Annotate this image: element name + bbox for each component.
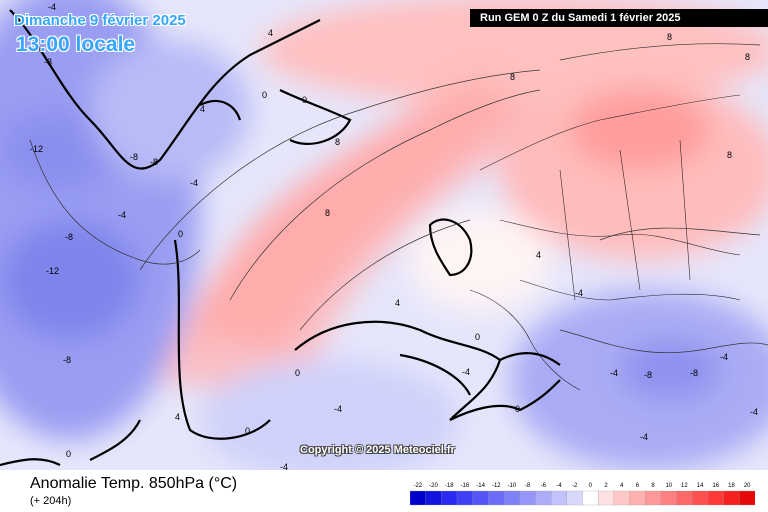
contour-label: 4: [200, 104, 205, 114]
contour-label: -4: [750, 407, 758, 417]
legend-color-swatch: [441, 490, 458, 506]
color-scale-legend: -22 -20 -18 -16 -14 -12 -10 -8 -6 -4 -2 0 2 4 6 8 10 12 14…: [410, 483, 755, 506]
contour-label: 8: [335, 137, 340, 147]
temperature-anomaly-field: [0, 0, 768, 470]
legend-tick-label: -20: [429, 483, 438, 489]
legend-tick-label: -14: [476, 483, 485, 489]
contour-labels: -4 -8 -12 -8 -8 -4 -4 0 4 0 8 8 8 4 0 -4…: [30, 2, 758, 470]
legend-color-swatch: [629, 490, 646, 506]
legend-color-swatch: [676, 490, 693, 506]
legend-tick-label: -4: [556, 483, 562, 489]
contour-label: 4: [395, 298, 400, 308]
contour-label: 0: [66, 449, 71, 459]
legend-tick-label: -12: [492, 483, 501, 489]
forecast-time: 13:00 locale: [16, 33, 136, 56]
legend-color-swatch: [566, 490, 583, 506]
lead-time: (+ 204h): [30, 495, 72, 507]
legend-color-swatch: [660, 490, 678, 506]
legend-tick-label: -22: [413, 483, 422, 489]
copyright-notice: Copyright © 2025 Meteociel.fr: [300, 444, 455, 456]
contour-label: 4: [175, 412, 180, 422]
contour-label: -4: [575, 288, 583, 298]
legend-color-swatch: [472, 490, 489, 506]
contour-label: 8: [745, 52, 750, 62]
contour-label: -8: [690, 368, 698, 378]
legend-color-swatch: [613, 490, 631, 506]
legend-tick-label: 6: [636, 483, 640, 489]
contour-label: -4: [280, 462, 288, 470]
legend-tick-label: -8: [525, 483, 531, 489]
contour-label: -4: [462, 367, 470, 377]
legend-tick-label: 4: [620, 483, 624, 489]
contour-label: -4: [48, 2, 56, 12]
legend-tick-label: -2: [572, 483, 578, 489]
contour-label: -8: [44, 57, 52, 67]
contour-label: 0: [515, 404, 520, 414]
contour-label: -8: [63, 355, 71, 365]
legend-tick-label: 14: [697, 483, 704, 489]
coastlines: [0, 9, 561, 467]
contour-label: 0: [245, 426, 250, 436]
legend-tick-label: 0: [589, 483, 593, 489]
contour-label: -4: [610, 368, 618, 378]
legend-tick-label: -10: [508, 483, 517, 489]
legend-color-swatch: [598, 490, 615, 506]
contour-label: 8: [727, 150, 732, 160]
contour-label: -12: [30, 144, 43, 154]
legend-color-swatch: [723, 490, 740, 506]
legend-tick-label: 18: [728, 483, 735, 489]
legend-color-swatch: [582, 490, 599, 506]
model-run-label: Run GEM 0 Z du Samedi 1 février 2025: [470, 9, 768, 27]
contour-label: 0: [178, 229, 183, 239]
legend-tick-label: 10: [665, 483, 672, 489]
contour-label: -8: [65, 232, 73, 242]
legend-color-swatch: [692, 490, 709, 506]
legend-color-swatch: [739, 490, 755, 506]
contour-label: -12: [46, 266, 59, 276]
legend-color-swatch: [456, 490, 474, 506]
legend-color-swatch: [645, 490, 662, 506]
contour-label: 0: [302, 95, 307, 105]
legend-color-swatch: [550, 490, 568, 506]
forecast-date: Dimanche 9 février 2025: [14, 12, 186, 29]
contour-label: 8: [510, 72, 515, 82]
contour-label: -4: [190, 178, 198, 188]
contour-label: 0: [475, 332, 480, 342]
contour-label: 0: [295, 368, 300, 378]
contour-label: 8: [325, 208, 330, 218]
legend-tick-label: -16: [461, 483, 470, 489]
isotherms: [29, 43, 768, 353]
contour-label: -4: [640, 432, 648, 442]
contour-label: 8: [667, 32, 672, 42]
legend-color-swatch: [410, 490, 427, 506]
anomaly-map: -4 -8 -12 -8 -8 -4 -4 0 4 0 8 8 8 4 0 -4…: [0, 0, 768, 470]
legend-color-swatch: [503, 490, 521, 506]
contour-label: -4: [118, 210, 126, 220]
legend-tick-label: 8: [651, 483, 655, 489]
legend-color-swatch: [519, 490, 536, 506]
contour-label: -8: [644, 370, 652, 380]
legend-color-swatch: [707, 490, 725, 506]
legend-color-swatch: [535, 490, 552, 506]
legend-tick-label: 2: [604, 483, 608, 489]
contour-label: -8: [150, 157, 158, 167]
legend-tick-label: -18: [445, 483, 454, 489]
legend-tick-label: 20: [744, 483, 751, 489]
borders: [469, 94, 741, 391]
contour-label: -8: [130, 152, 138, 162]
legend-color-swatch: [425, 490, 442, 506]
contour-label: 4: [268, 28, 273, 38]
legend-tick-label: -6: [541, 483, 547, 489]
legend-color-swatch: [488, 490, 505, 506]
contour-label: 0: [262, 90, 267, 100]
contour-label: -4: [720, 352, 728, 362]
contour-label: -4: [334, 404, 342, 414]
variable-title: Anomalie Temp. 850hPa (°C): [30, 475, 238, 492]
legend-tick-label: 12: [681, 483, 688, 489]
legend-tick-label: 16: [712, 483, 719, 489]
contour-label: 4: [536, 250, 541, 260]
